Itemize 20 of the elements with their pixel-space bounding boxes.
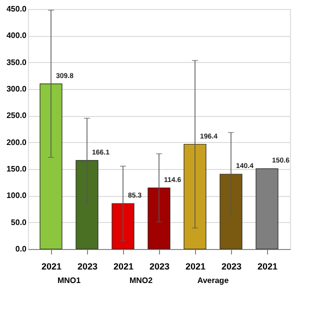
y-tick-label: 400.0 (6, 31, 28, 40)
text: Average (197, 276, 230, 285)
text: MNO2 (129, 276, 154, 285)
y-tick-label: 350.0 (6, 58, 28, 67)
x-tick-label: 2023 (77, 262, 98, 272)
y-tick-label: 0.0 (15, 244, 28, 254)
y-tick-label: 50.0 (10, 218, 28, 227)
x-tick-label: 2023 (221, 262, 242, 272)
y-tick-label: 450.0 (6, 4, 28, 14)
x-tick-label: 2023 (149, 262, 170, 272)
y-tick-label: 250.0 (6, 111, 28, 120)
x-tick-label: 2021 (41, 262, 62, 272)
y-tick-label: 300.0 (6, 84, 28, 94)
text: MNO1 (57, 276, 82, 285)
y-tick-label: 200.0 (6, 138, 28, 147)
x-tick-label: 2021 (113, 262, 134, 272)
y-tick-label: 100.0 (6, 191, 28, 200)
x-tick-label: 2021 (185, 262, 206, 272)
x-tick-label: 2021 (257, 262, 278, 272)
y-tick-label: 150.0 (6, 164, 28, 174)
